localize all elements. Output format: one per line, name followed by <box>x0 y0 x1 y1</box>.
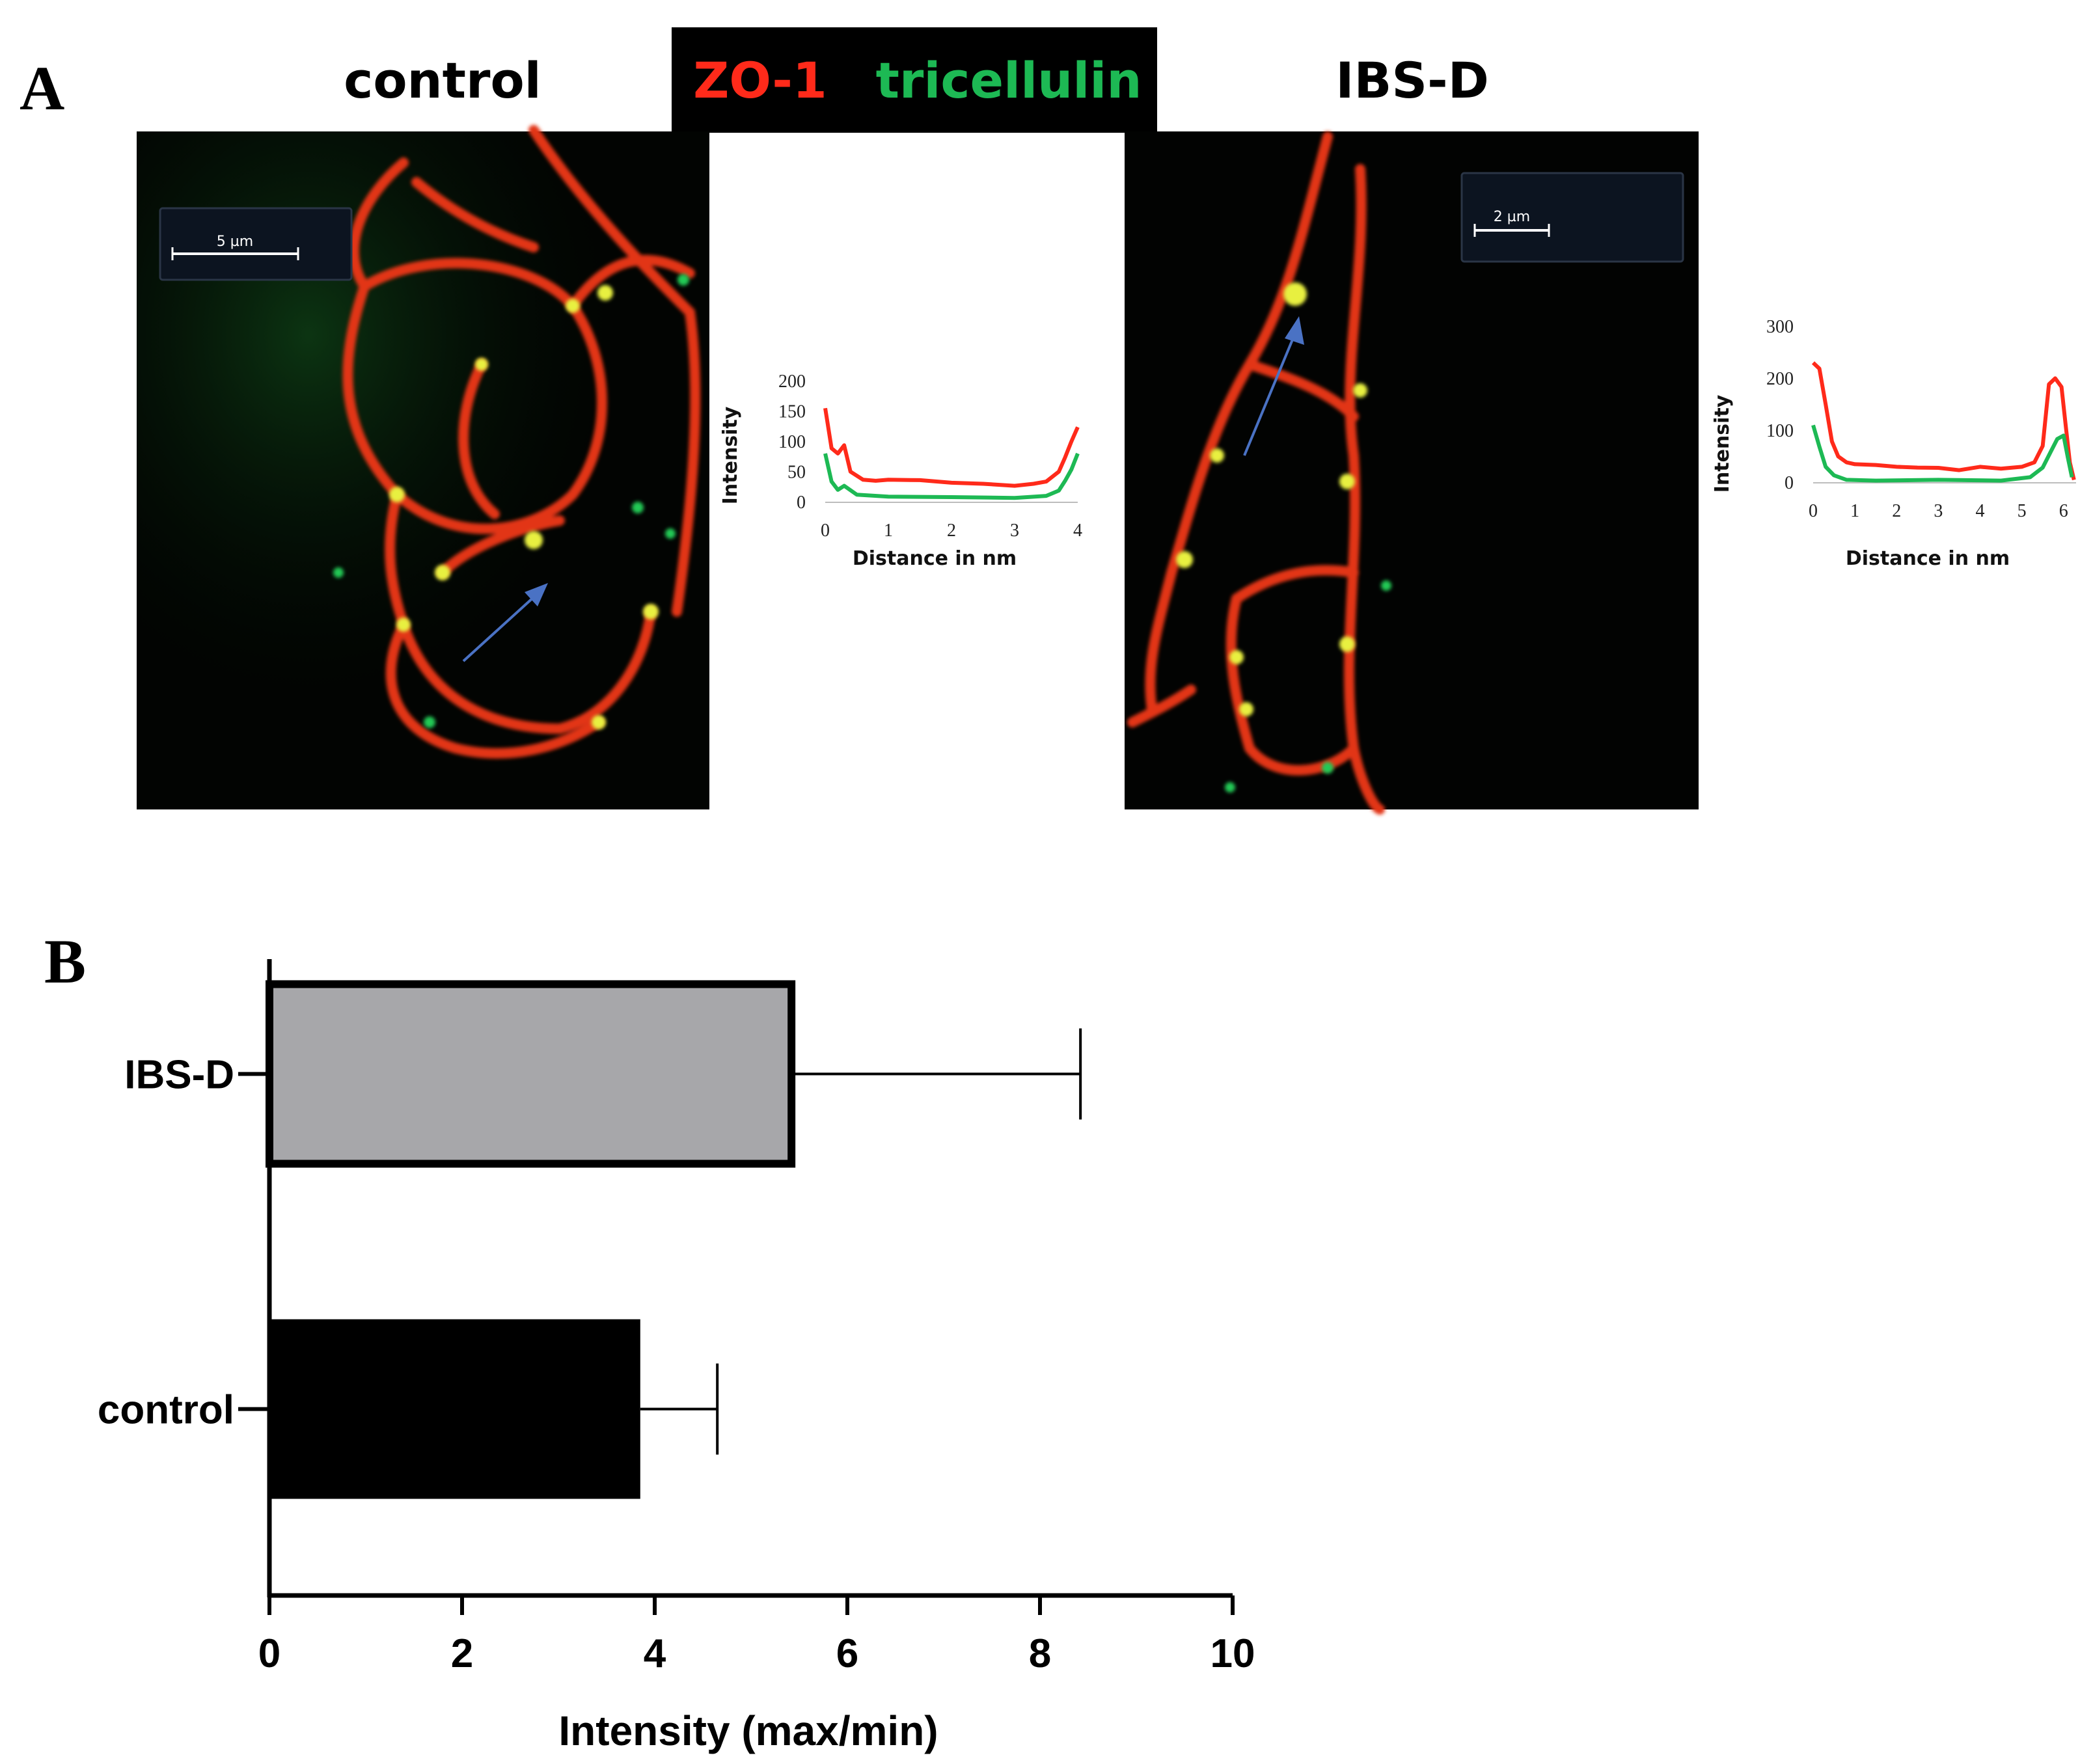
bar-chart: 0 2 4 6 8 10 Intensity (max/min) IBS-D control <box>98 959 1255 1754</box>
x-tick-label: 2 <box>947 521 956 541</box>
profile-chart-control: 200 150 100 50 00 1 2 3 4 Distance in nm Intensity <box>719 372 1082 570</box>
x-tick-label: 2 <box>451 1631 473 1676</box>
arrow-control <box>462 595 536 662</box>
y-axis-label: Intensity <box>719 406 742 504</box>
panel-b-letter: B <box>44 927 86 996</box>
x-tick-label: 5 <box>2018 501 2027 521</box>
x-tick-label: 0 <box>821 521 830 541</box>
header-ibsd: IBS-D <box>1335 51 1489 109</box>
profile-series-zo1 <box>823 407 1080 488</box>
x-tick-label: 0 <box>258 1631 280 1676</box>
x-tick-label: 6 <box>836 1631 858 1676</box>
x-axis-label: Distance in nm <box>1846 547 2010 570</box>
category-label: control <box>98 1388 234 1433</box>
scalebar-ibsd: 2 µm <box>1460 172 1684 263</box>
y-tick-label: 0 <box>1785 473 1794 493</box>
scalebar-control-label: 5 µm <box>217 234 253 250</box>
bar-control <box>269 1319 640 1499</box>
y-tick-label: 200 <box>1766 369 1794 389</box>
micrograph-control: 5 µm <box>137 125 709 809</box>
header-zo1: ZO-1 <box>693 51 827 109</box>
x-tick-label: 0 <box>1809 501 1818 521</box>
micrograph-ibsd: 2 µm <box>1125 131 1699 815</box>
y-tick-label: 50 <box>787 463 806 483</box>
y-tick-label: 200 <box>778 372 806 392</box>
scalebar-ibsd-label: 2 µm <box>1494 209 1530 225</box>
x-tick-label: 4 <box>1976 501 1985 521</box>
x-tick-label: 6 <box>2059 501 2068 521</box>
header-tricellulin: tricellulin <box>876 51 1142 109</box>
x-tick-label: 2 <box>1892 501 1901 521</box>
arrow-ibsd <box>1243 339 1294 456</box>
x-tick-label: 10 <box>1211 1631 1255 1676</box>
x-tick-label: 4 <box>1073 521 1082 541</box>
x-tick-label: 1 <box>884 521 893 541</box>
y-tick-label: 150 <box>778 402 806 422</box>
x-tick-label: 4 <box>644 1631 666 1676</box>
x-tick-label: 3 <box>1934 501 1943 521</box>
y-tick-label: 300 <box>1766 317 1794 337</box>
y-tick-label: 100 <box>1766 421 1794 441</box>
profile-chart-ibsd: 300 200 100 00 1 2 3 4 5 6 Distance in nm Intensity <box>1711 317 2076 570</box>
channel-header-box <box>672 27 1157 133</box>
category-label: IBS-D <box>124 1053 234 1098</box>
y-axis-label: Intensity <box>1711 394 1734 493</box>
scalebar-control: 5 µm <box>159 207 353 281</box>
profile-series-tricellulin <box>823 452 1080 500</box>
x-tick-label: 8 <box>1029 1631 1051 1676</box>
y-tick-label: 100 <box>778 432 806 452</box>
x-tick-label: 1 <box>1850 501 1859 521</box>
bar-ibsd <box>266 980 796 1168</box>
profile-series-zo1 <box>1811 361 2076 481</box>
x-tick-label: 3 <box>1010 521 1019 541</box>
y-tick-label: 0 <box>797 493 806 513</box>
x-axis-label: Intensity (max/min) <box>558 1707 938 1754</box>
header-control: control <box>344 51 541 109</box>
x-axis-label: Distance in nm <box>853 547 1017 570</box>
profile-series-tricellulin <box>1811 424 2074 483</box>
panel-a-letter: A <box>20 53 64 123</box>
